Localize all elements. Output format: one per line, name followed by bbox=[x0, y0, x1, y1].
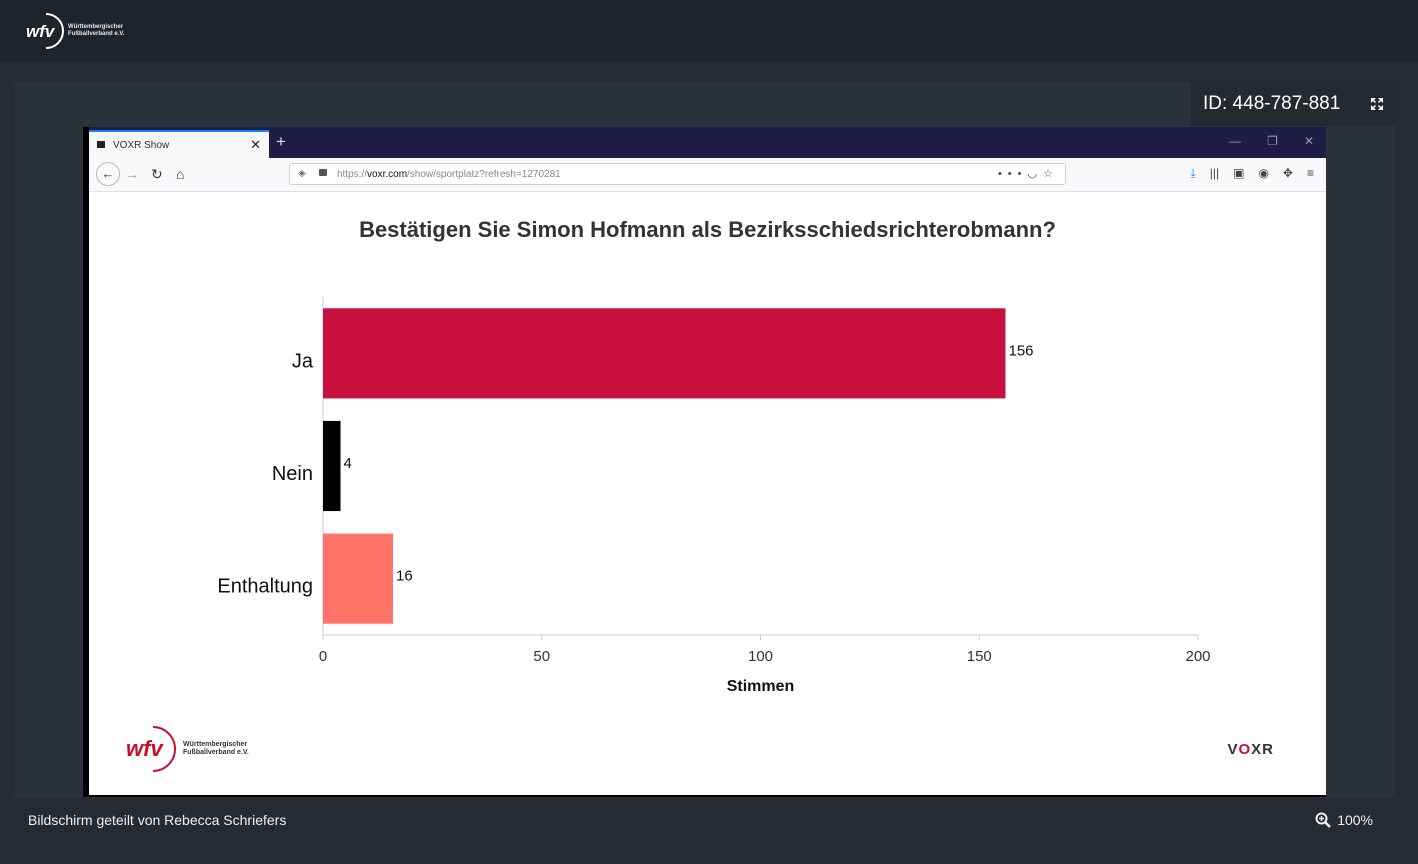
voxr-brand: VOXR bbox=[1227, 741, 1274, 758]
minimize-icon[interactable]: — bbox=[1229, 134, 1242, 148]
wfv-logo: wfv Württembergischer Fußballverband e.V… bbox=[24, 12, 124, 50]
restore-icon[interactable]: ❐ bbox=[1267, 134, 1278, 148]
forward-icon[interactable]: → bbox=[125, 166, 139, 182]
top-bar: wfv Württembergischer Fußballverband e.V… bbox=[0, 0, 1418, 62]
wfv-logo-mark-icon: wfv bbox=[26, 13, 64, 49]
url-text: https://voxr.com/show/sportplatz?refresh… bbox=[337, 169, 561, 180]
x-tick-label: 100 bbox=[748, 648, 773, 665]
browser-tab[interactable]: VOXR Show ✕ bbox=[89, 130, 269, 158]
zoom-level: 100% bbox=[1337, 812, 1373, 828]
page-actions-icon[interactable]: ••• bbox=[997, 168, 1028, 180]
browser-window: VOXR Show ✕ + — ❐ ✕ ← → ↻ ⌂ ◈ https://vo… bbox=[89, 127, 1326, 795]
category-label-enthaltung: Enthaltung bbox=[217, 576, 313, 598]
meeting-id-box: ID: 448-787-881 bbox=[1191, 82, 1395, 126]
bar-chart: Ja 156 Nein 4 Enthaltung 16 0 50 100 150 200 Stim… bbox=[217, 297, 1211, 695]
slide-logo-mark-icon: wfv bbox=[126, 726, 176, 772]
slide-logo-line-1: Württembergischer bbox=[183, 741, 248, 748]
category-label-nein: Nein bbox=[272, 463, 313, 485]
bar-nein bbox=[323, 420, 341, 512]
slide-logo-text: wfv bbox=[126, 736, 164, 761]
new-tab-icon[interactable]: + bbox=[276, 132, 286, 151]
x-tick-label: 200 bbox=[1185, 648, 1210, 665]
value-label-nein: 4 bbox=[344, 455, 352, 472]
x-tick-label: 50 bbox=[533, 648, 550, 665]
browser-nav-bar: ← → ↻ ⌂ ◈ https://voxr.com/show/sportpla… bbox=[89, 158, 1326, 192]
browser-tab-title: VOXR Show bbox=[113, 140, 170, 151]
shield-icon: ◈ bbox=[298, 168, 306, 179]
download-icon[interactable]: ⤓ bbox=[1190, 166, 1196, 180]
x-tick-label: 0 bbox=[319, 648, 327, 665]
browser-toolbar: ⤓ ||| ▣ ◉ ✥ ≡ bbox=[1190, 166, 1314, 181]
fullscreen-icon[interactable] bbox=[1369, 96, 1385, 112]
bar-enthaltung bbox=[323, 533, 393, 624]
home-icon[interactable]: ⌂ bbox=[176, 166, 185, 182]
url-path: /show/sportplatz?refresh=1270281 bbox=[407, 169, 561, 180]
pocket-icon[interactable]: ◡ bbox=[1027, 168, 1044, 180]
zoom-in-icon[interactable] bbox=[1315, 812, 1332, 828]
category-label-ja: Ja bbox=[292, 350, 314, 372]
shared-screen: VOXR Show ✕ + — ❐ ✕ ← → ↻ ⌂ ◈ https://vo… bbox=[83, 127, 1326, 797]
value-label-enthaltung: 16 bbox=[396, 568, 413, 585]
slide-logo-caption: Württembergischer Fußballverband e.V. bbox=[183, 741, 249, 757]
extensions-icon[interactable]: ✥ bbox=[1282, 166, 1293, 180]
x-axis-label: Stimmen bbox=[727, 678, 795, 695]
reload-icon[interactable]: ↻ bbox=[151, 166, 163, 182]
url-actions: •••◡☆ bbox=[998, 167, 1059, 180]
close-window-icon[interactable]: ✕ bbox=[1303, 134, 1314, 148]
share-status-bar: Bildschirm geteilt von Rebecca Schriefer… bbox=[15, 798, 1395, 842]
meeting-id: ID: 448-787-881 bbox=[1203, 93, 1341, 114]
browser-tab-bar: VOXR Show ✕ + — ❐ ✕ bbox=[89, 127, 1326, 158]
wfv-logo-text: wfv bbox=[26, 22, 56, 41]
close-tab-icon[interactable]: ✕ bbox=[250, 137, 261, 152]
back-icon[interactable]: ← bbox=[96, 162, 120, 186]
url-bar[interactable]: ◈ https://voxr.com/show/sportplatz?refre… bbox=[289, 163, 1066, 185]
sidebar-icon[interactable]: ▣ bbox=[1233, 166, 1245, 180]
account-icon[interactable]: ◉ bbox=[1258, 166, 1269, 180]
chart-title: Bestätigen Sie Simon Hofmann als Bezirks… bbox=[359, 217, 1056, 242]
menu-icon[interactable]: ≡ bbox=[1306, 166, 1314, 180]
slide-logo-line-2: Fußballverband e.V. bbox=[183, 749, 249, 756]
bookmark-star-icon[interactable]: ☆ bbox=[1043, 168, 1059, 180]
url-prefix: https:// bbox=[337, 169, 368, 180]
zoom-control[interactable]: 100% bbox=[1315, 812, 1373, 828]
value-label-ja: 156 bbox=[1009, 342, 1034, 359]
share-status-text: Bildschirm geteilt von Rebecca Schriefer… bbox=[28, 812, 287, 828]
logo-line-1: Württembergischer bbox=[68, 24, 124, 30]
library-icon[interactable]: ||| bbox=[1209, 166, 1220, 180]
x-tick-label: 150 bbox=[967, 648, 992, 665]
url-domain: voxr.com bbox=[367, 169, 408, 180]
bar-ja bbox=[323, 308, 1006, 399]
window-controls: — ❐ ✕ bbox=[1229, 134, 1314, 148]
logo-line-2: Fußballverband e.V. bbox=[68, 31, 125, 37]
logo-caption: Württembergischer Fußballverband e.V. bbox=[68, 24, 124, 38]
camera-icon bbox=[97, 141, 105, 148]
slide-wfv-logo: wfv Württembergischer Fußballverband e.V… bbox=[125, 724, 249, 774]
lock-icon bbox=[319, 169, 327, 176]
